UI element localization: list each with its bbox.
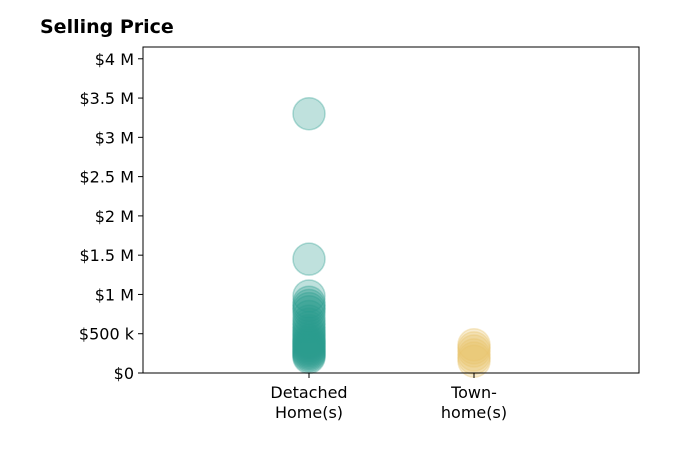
scatter-point xyxy=(292,291,326,326)
y-tick-label: $2 M xyxy=(95,207,134,226)
y-tick-label: $1.5 M xyxy=(79,246,134,265)
scatter-point xyxy=(292,338,326,373)
scatter-point xyxy=(457,334,491,368)
scatter-point xyxy=(292,327,326,362)
scatter-point xyxy=(292,332,326,367)
scatter-point xyxy=(292,329,326,364)
scatter-point xyxy=(292,294,326,329)
chart-title: Selling Price xyxy=(40,16,174,38)
scatter-point xyxy=(292,313,326,348)
scatter-point xyxy=(292,324,326,359)
scatter-point xyxy=(292,279,326,313)
scatter-point xyxy=(292,285,326,320)
scatter-point xyxy=(457,338,491,372)
plot-frame xyxy=(142,46,640,374)
scatter-point xyxy=(292,320,326,355)
x-tick-label: Detached Home(s) xyxy=(270,383,347,422)
scatter-point xyxy=(292,340,326,375)
scatter-point xyxy=(457,331,491,365)
y-tick-label: $1 M xyxy=(95,285,134,304)
scatter-point xyxy=(292,331,326,365)
y-tick-label: $4 M xyxy=(95,50,134,69)
scatter-point xyxy=(292,97,326,131)
scatter-point xyxy=(457,344,491,378)
scatter-point xyxy=(292,323,326,357)
scatter-point xyxy=(292,316,326,350)
scatter-point xyxy=(457,327,491,362)
scatter-point xyxy=(292,318,326,353)
scatter-point xyxy=(292,288,326,323)
x-tick-label: Town-home(s) xyxy=(441,383,507,422)
y-tick-label: $2.5 M xyxy=(79,168,134,187)
scatter-point xyxy=(292,310,326,345)
scatter-point xyxy=(292,326,326,360)
scatter-point xyxy=(292,334,326,368)
y-tick-label: $500 k xyxy=(79,325,135,344)
scatter-point xyxy=(292,335,326,370)
scatter-point xyxy=(292,304,326,338)
y-tick-label: $3 M xyxy=(95,128,134,147)
y-tick-label: $0 xyxy=(114,364,134,383)
scatter-point xyxy=(292,299,326,334)
y-tick-label: $3.5 M xyxy=(79,89,134,108)
scatter-point xyxy=(292,242,326,276)
scatter-point xyxy=(292,337,326,371)
scatter-point xyxy=(292,307,326,342)
